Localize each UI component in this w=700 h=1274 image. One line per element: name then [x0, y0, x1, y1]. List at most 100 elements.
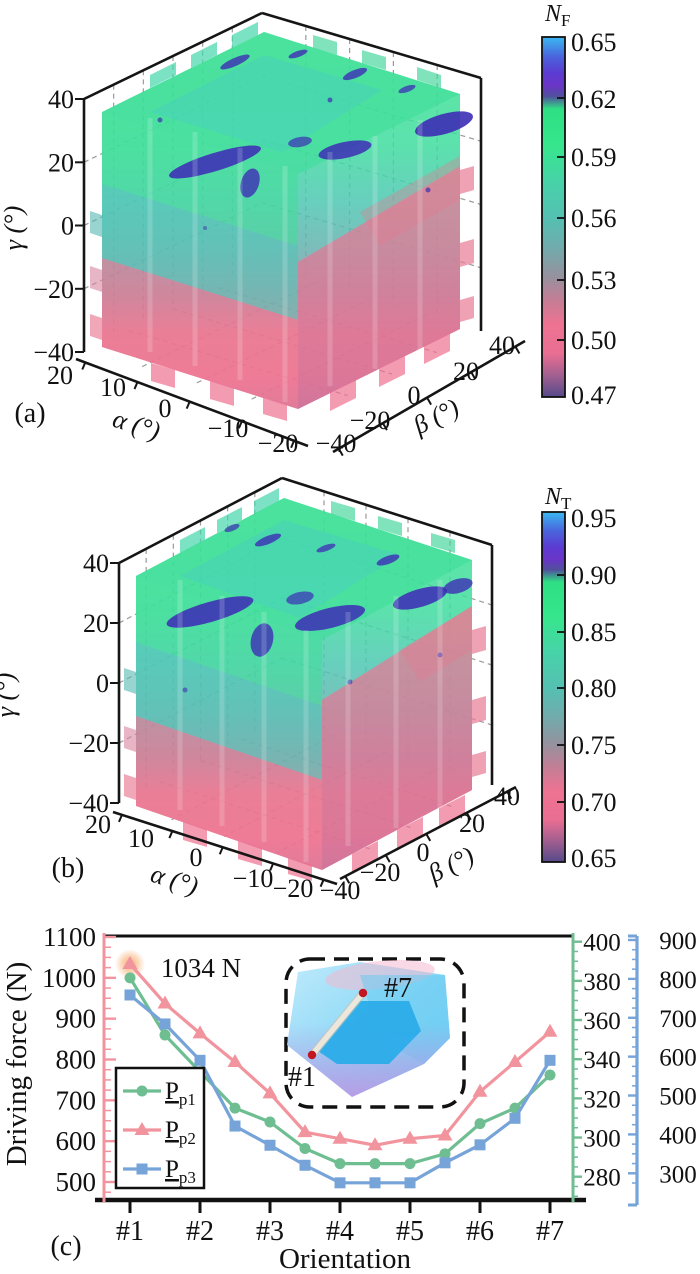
panel-a-slice-volume: [90, 22, 474, 421]
beta-axis-line: [332, 339, 526, 454]
panel-b-label: (b): [52, 853, 85, 884]
alpha-tick: [118, 814, 123, 823]
y-green-tick-label: 400: [583, 930, 621, 957]
panel-c-data-series: [122, 955, 558, 1189]
series-pp2-marker: [332, 1130, 348, 1144]
panel-b-gamma-axis-title: γ (°): [0, 673, 20, 717]
series-pp2-marker: [262, 1085, 278, 1099]
series-pp3-marker: [194, 1054, 206, 1066]
colorbar-a-tick-label: 0.65: [571, 28, 617, 57]
panel-c-inset: #1 #7: [284, 957, 466, 1109]
series-pp1-marker: [474, 1118, 486, 1130]
panel-c-x-axis-title: Orientation: [279, 1243, 412, 1274]
series-pp2-marker: [367, 1137, 383, 1151]
y-left-tick-label: 700: [56, 1085, 97, 1115]
x-tick-label: #6: [466, 1216, 494, 1247]
series-pp1-marker: [439, 1148, 451, 1160]
y-green-tick-label: 360: [583, 1008, 621, 1035]
volume-a-low-index-blobs: [157, 49, 473, 230]
y-green-tick-label: 340: [583, 1047, 621, 1074]
volume-a-pink-wedge: [298, 166, 460, 409]
inset-label-7: #7: [384, 973, 412, 1004]
volume-a-top-left-fins: [150, 22, 258, 88]
volume-a-side-fins: [90, 166, 474, 340]
legend-markers: [123, 1085, 161, 1175]
beta-tick: [384, 854, 391, 863]
series-pp2-marker: [297, 1124, 313, 1138]
x-tick-label: #1: [116, 1216, 144, 1247]
volume-b-slice-gaps: [177, 580, 443, 862]
legend-entry-pp1: Pp1: [165, 1078, 196, 1109]
panel-b-alpha-tick-label: −10: [233, 864, 274, 893]
y-blue-tick-label: 600: [659, 1045, 697, 1072]
alpha-tick: [133, 381, 139, 390]
panel-a-beta-tick-label: −20: [350, 406, 391, 435]
panel-a-label: (a): [14, 398, 45, 429]
y-blue-tick-label: 900: [659, 928, 697, 955]
series-pp3-marker: [334, 1177, 346, 1189]
colorbar-a-tick-label: 0.53: [571, 266, 617, 295]
inset-label-1: #1: [288, 1062, 316, 1093]
alpha-tick: [81, 362, 87, 370]
cube-edge: [281, 476, 493, 547]
volume-b-top-left-fins: [180, 488, 279, 553]
series-pp1-marker: [299, 1143, 311, 1155]
colorbar-b-tick-label: 0.90: [571, 561, 617, 590]
cube-edge: [118, 476, 283, 565]
colorbar-b-title: NT: [544, 484, 572, 513]
colorbar-a-tick-label: 0.59: [571, 143, 617, 172]
volume-a-pink-haze: [360, 156, 460, 246]
series-pp3-marker: [369, 1177, 381, 1189]
panel-a-beta-tick-label: 0: [408, 381, 421, 410]
panel-a-beta-tick-label: 40: [489, 331, 515, 360]
panel-a-gamma-tick-label: 0: [61, 212, 74, 241]
series-pp1-marker: [334, 1158, 346, 1170]
series-pp3-marker: [474, 1139, 486, 1151]
y-green-tick-label: 300: [583, 1126, 621, 1153]
panel-a-beta-tick-label: −40: [316, 429, 357, 458]
volume-a-top-right-fins: [313, 35, 441, 88]
panel-a-gamma-tick-label: 20: [48, 148, 74, 177]
panel-a-alpha-tick-label: −10: [208, 414, 249, 443]
colorbar-b-tick-label: 0.95: [571, 504, 617, 533]
colorbar-b: [541, 511, 566, 863]
y-left-tick-label: 900: [56, 1004, 97, 1034]
volume-b-top-right-fins: [331, 501, 455, 553]
colorbar-a-tick-label: 0.56: [571, 204, 617, 233]
colorbar-a-tick-label: 0.47: [571, 381, 617, 410]
colorbar-a-title: NF: [544, 1, 570, 30]
cube-edge: [83, 11, 263, 101]
legend-marker-pp2: [134, 1122, 150, 1135]
volume-b-pink-wedge: [322, 606, 472, 870]
y-green-tick-label: 280: [583, 1165, 621, 1192]
colorbar-a-tick-label: 0.50: [571, 326, 617, 355]
y-left-tick-label: 1000: [42, 963, 96, 993]
x-tick-label: #7: [536, 1216, 564, 1247]
panel-a-beta-tick-label: 20: [453, 357, 479, 386]
y-blue-tick-label: 700: [659, 1006, 697, 1033]
panel-b-alpha-tick-label: 20: [85, 810, 111, 839]
series-pp2-marker: [122, 955, 138, 969]
panel-b-alpha-tick-label: −20: [273, 874, 314, 903]
legend-marker-pp1: [136, 1085, 148, 1097]
y-left-tick-label: 1100: [43, 922, 96, 952]
panel-b-gamma-tick-label: −40: [68, 789, 109, 818]
series-pp3-marker: [159, 1018, 171, 1030]
panel-b-gamma-tick-label: 40: [83, 549, 109, 578]
panel-b-beta-axis-title: β (°): [423, 841, 479, 889]
y-left-tick-label: 500: [56, 1167, 97, 1197]
colorbar-b-tick-label: 0.65: [571, 844, 617, 873]
beta-tick: [382, 422, 388, 431]
panel-c-y-axis-title: Driving force (N): [1, 962, 33, 1167]
series-pp2-marker: [192, 1025, 208, 1039]
alpha-tick: [185, 401, 191, 410]
panel-b-beta-tick-label: 20: [459, 809, 485, 838]
y-blue-tick-label: 400: [659, 1122, 697, 1149]
volume-b-teal-band: [136, 642, 322, 780]
beta-tick: [337, 448, 344, 457]
volume-b-low-index-blobs: [166, 523, 473, 693]
series-pp1-marker: [404, 1158, 416, 1170]
volume-a-pink-band: [102, 258, 298, 409]
panel-a-gamma-axis-title: γ (°): [0, 206, 28, 250]
panel-b-beta-tick-label: −20: [360, 858, 401, 887]
